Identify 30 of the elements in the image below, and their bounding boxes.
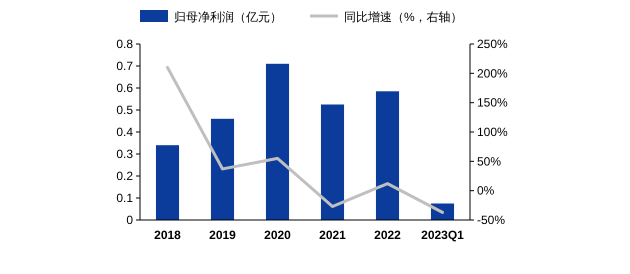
y-tick-label: 0.3 <box>116 147 134 161</box>
y-tick-label: 0.8 <box>116 37 134 51</box>
legend-label: 归母净利润（亿元） <box>174 10 282 24</box>
y2-tick-label: 0% <box>477 184 495 198</box>
y-tick-label: 0.4 <box>116 125 134 139</box>
y-tick-label: 0.7 <box>116 59 134 73</box>
legend-label: 同比增速（%，右轴） <box>344 10 463 24</box>
y2-tick-label: 150% <box>477 96 508 110</box>
y2-tick-label: -50% <box>477 213 506 227</box>
bar <box>266 64 290 220</box>
y-tick-label: 0 <box>126 213 134 227</box>
y-tick-label: 0.1 <box>116 191 134 205</box>
bar <box>376 91 400 220</box>
x-tick-label: 2019 <box>209 228 236 242</box>
y2-tick-label: 250% <box>477 37 508 51</box>
y-tick-label: 0.2 <box>116 169 134 183</box>
y2-tick-label: 100% <box>477 125 508 139</box>
x-tick-label: 2020 <box>264 228 292 242</box>
line-series <box>166 66 444 214</box>
x-tick-label: 2021 <box>319 228 346 242</box>
x-tick-label: 2023Q1 <box>421 228 464 242</box>
y-tick-label: 0.5 <box>116 103 134 117</box>
y2-tick-label: 50% <box>477 154 502 168</box>
bar <box>320 104 344 220</box>
y2-tick-label: 200% <box>477 66 508 80</box>
bar <box>156 145 180 220</box>
x-tick-label: 2018 <box>154 228 182 242</box>
x-tick-label: 2022 <box>374 228 402 242</box>
y-tick-label: 0.6 <box>116 81 134 95</box>
bar <box>210 118 234 220</box>
